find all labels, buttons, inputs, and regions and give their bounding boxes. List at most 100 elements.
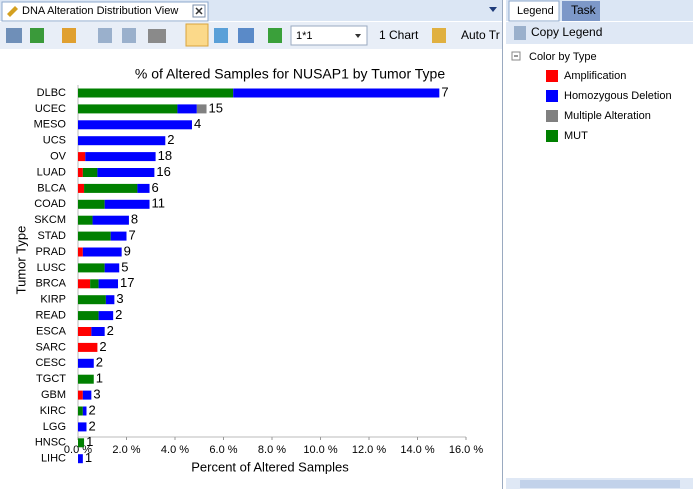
bar-segment <box>78 374 94 384</box>
bar-segment <box>78 311 99 321</box>
x-tick-label: 2.0 % <box>112 444 140 456</box>
tool-icon[interactable] <box>185 23 209 47</box>
x-axis-title: Percent of Altered Samples <box>191 459 349 474</box>
scroll-thumb[interactable] <box>520 480 680 488</box>
bar-segment <box>78 295 106 305</box>
y-tick-label: UCEC <box>35 103 66 115</box>
bar-segment <box>92 215 129 225</box>
bar-segment <box>78 104 178 114</box>
bar-label: 2 <box>115 307 122 322</box>
bar-segment <box>78 120 192 130</box>
tool-icon[interactable] <box>432 28 446 43</box>
bar-segment <box>104 199 150 209</box>
y-tick-label: SKCM <box>34 214 66 226</box>
bar-segment <box>78 342 98 352</box>
x-tick-label: 16.0 % <box>449 444 483 456</box>
tool-icon[interactable] <box>214 28 228 43</box>
combo-value: 1*1 <box>296 30 313 42</box>
bar-label: 6 <box>152 180 159 195</box>
bar-segment <box>233 88 440 98</box>
bar-label: 15 <box>209 100 223 115</box>
y-tick-label: COAD <box>34 198 66 210</box>
legend-tab-label: Legend <box>517 5 554 17</box>
bar-segment <box>82 390 92 400</box>
chart-button[interactable]: 1 Chart <box>379 28 419 42</box>
bar-segment <box>110 231 127 241</box>
tool-icon[interactable] <box>98 28 112 43</box>
y-tick-label: UCS <box>43 135 66 147</box>
legend-toolbar <box>506 22 693 44</box>
tool-icon[interactable] <box>62 28 76 43</box>
toolbar-icons <box>6 23 446 47</box>
legend-label: MUT <box>564 130 588 142</box>
y-tick-label: HNSC <box>35 437 66 449</box>
bar-label: 2 <box>167 132 174 147</box>
bar-segment <box>91 327 105 336</box>
x-tick-label: 6.0 % <box>209 444 237 456</box>
bar-label: 3 <box>116 291 123 306</box>
legend-pane <box>506 0 693 489</box>
y-tick-label: LGG <box>43 421 66 433</box>
bar-segment <box>78 406 83 416</box>
bar-label: 3 <box>93 387 100 402</box>
legend-swatch <box>546 130 558 142</box>
bar-segment <box>84 183 138 193</box>
view-tab[interactable] <box>1 1 209 22</box>
tool-icon[interactable] <box>268 28 282 43</box>
tool-icon[interactable] <box>6 28 22 43</box>
bar-segment <box>78 215 93 225</box>
combo-box[interactable] <box>290 25 368 46</box>
y-tick-label: READ <box>35 310 66 322</box>
bar-label: 2 <box>107 323 114 338</box>
bar-segment <box>78 327 92 336</box>
y-tick-label: GBM <box>41 389 66 401</box>
bar-segment <box>78 247 83 257</box>
bar-label: 18 <box>158 148 172 163</box>
legend-group: Color by Type <box>529 51 597 63</box>
tool-icon[interactable] <box>30 28 44 43</box>
bar-segment <box>78 199 105 209</box>
bar-label: 2 <box>99 339 106 354</box>
bar-label: 7 <box>129 228 136 243</box>
legend-tab[interactable] <box>508 0 560 22</box>
legend-swatch <box>546 70 558 82</box>
bar-label: 5 <box>121 259 128 274</box>
bar-segment <box>90 279 99 289</box>
bar-segment <box>104 263 120 273</box>
bar-label: 2 <box>96 355 103 370</box>
tool-icon[interactable] <box>238 28 254 43</box>
auto-button[interactable]: Auto Tr <box>461 28 500 42</box>
bar-label: 1 <box>85 450 92 465</box>
bar-segment <box>82 247 122 257</box>
bar-segment <box>78 438 85 448</box>
bar-segment <box>78 390 83 400</box>
x-tick-label: 4.0 % <box>161 444 189 456</box>
legend-swatch <box>546 110 558 122</box>
y-tick-label: LUSC <box>37 262 66 274</box>
tab-menu[interactable] <box>489 7 497 12</box>
copy-legend[interactable]: Copy Legend <box>531 25 602 39</box>
bar-segment <box>78 168 83 177</box>
tool-icon[interactable] <box>122 28 136 43</box>
y-tick-label: BLCA <box>37 182 66 194</box>
y-tick-label: PRAD <box>35 246 66 258</box>
bar-segment <box>98 311 114 321</box>
task-tab[interactable] <box>562 1 600 21</box>
y-tick-label: CESC <box>35 357 66 369</box>
bar-label: 2 <box>88 418 95 433</box>
bar-label: 1 <box>96 371 103 386</box>
bar-segment <box>82 406 87 416</box>
bar-segment <box>98 279 119 289</box>
bar-label: 2 <box>88 402 95 417</box>
tool-icon[interactable] <box>148 29 166 43</box>
legend-swatch <box>546 90 558 102</box>
bar-segment <box>85 152 156 162</box>
y-tick-label: LUAD <box>37 166 66 178</box>
x-tick-label: 10.0 % <box>303 444 337 456</box>
x-tick-label: 14.0 % <box>400 444 434 456</box>
y-tick-label: STAD <box>37 230 66 242</box>
tab-title: DNA Alteration Distribution View <box>22 5 178 17</box>
bar-segment <box>78 422 87 432</box>
chart-title: % of Altered Samples for NUSAP1 by Tumor… <box>135 66 445 82</box>
